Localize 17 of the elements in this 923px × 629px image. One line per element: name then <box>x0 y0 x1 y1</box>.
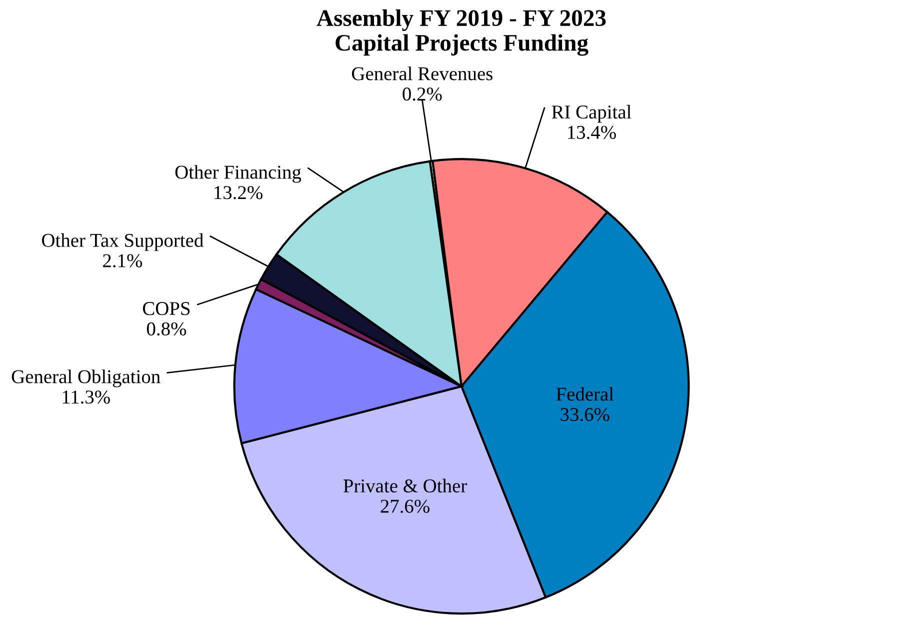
slice-label: Federal <box>556 387 614 401</box>
slice-label: General Obligation <box>12 370 160 388</box>
slice-label: Private & Other <box>343 478 467 492</box>
data-label: 0.2% <box>402 88 442 101</box>
data-label: 2.1% <box>103 254 142 268</box>
chart-title: Assembly FY 2019 - FY 2023 Capital Projects Funding <box>316 9 606 56</box>
data-label: 33.6% <box>560 408 610 422</box>
data-label: 13.4% <box>568 126 616 140</box>
slice-label: Other Tax Supported <box>42 233 204 251</box>
data-label: 13.2% <box>214 186 262 200</box>
data-label: 0.8% <box>146 322 186 336</box>
slice-label: COPS <box>142 302 190 316</box>
slice-label: General Revenues <box>352 66 492 80</box>
slice-label: RI Capital <box>552 104 632 123</box>
slice-label: Other Financing <box>175 165 302 183</box>
data-label: 11.3% <box>62 390 110 404</box>
data-label: 27.6% <box>380 500 430 513</box>
